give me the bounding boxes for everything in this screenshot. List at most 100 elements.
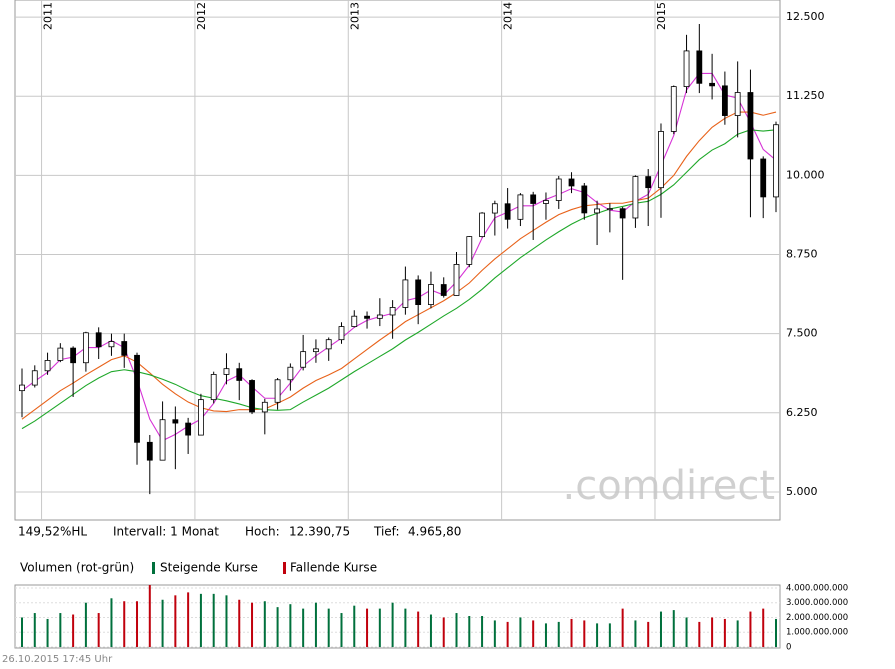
candle-body — [670, 86, 677, 132]
y-tick-label: 10.000 — [786, 168, 825, 181]
x-tick-label: 2013 — [348, 2, 361, 30]
candle-body — [709, 82, 716, 87]
candle-body — [325, 339, 332, 350]
candle-body — [594, 208, 600, 214]
candle-body — [287, 366, 294, 381]
candle-body — [249, 380, 255, 413]
candle-body — [261, 401, 268, 413]
candle-body — [721, 85, 728, 116]
volume-bar — [136, 601, 139, 647]
volume-bar — [557, 621, 560, 647]
candle-body — [134, 354, 140, 443]
candle-body — [172, 419, 179, 424]
volume-bar — [506, 621, 509, 647]
y-tick-label: 7.500 — [786, 327, 818, 340]
volume-bar — [391, 602, 394, 647]
volume-bar — [583, 620, 586, 647]
volume-bar — [672, 610, 675, 647]
candle-body — [19, 384, 25, 392]
y-tick-label: 4.000.000.000 — [786, 583, 848, 593]
candle-body — [223, 368, 230, 375]
volume-bar — [762, 608, 765, 647]
timestamp: 26.10.2015 17:45 Uhr — [2, 654, 113, 665]
legend-label: Steigende Kurse — [160, 561, 258, 575]
y-tick-label: 12.500 — [786, 10, 825, 23]
volume-bar — [251, 602, 254, 647]
volume-bar — [711, 617, 714, 647]
candle-body — [760, 158, 767, 198]
volume-bar — [84, 602, 87, 647]
candle-body — [453, 264, 460, 296]
y-tick-label: 3.000.000.000 — [786, 598, 848, 608]
interval-label: Intervall: 1 Monat — [113, 525, 219, 539]
candle-body — [517, 194, 524, 220]
candle-body — [466, 236, 473, 265]
y-tick-label: 1.000.000.000 — [786, 628, 848, 638]
volume-bar — [263, 601, 266, 647]
volume-bar — [199, 593, 202, 647]
candle-body — [568, 178, 575, 187]
volume-bar — [327, 608, 330, 647]
volume-bar — [647, 621, 650, 647]
candle-body — [185, 422, 192, 436]
candle-body — [632, 176, 639, 219]
volume-bar — [174, 595, 177, 647]
volume-bar — [736, 620, 739, 647]
candle-body — [389, 307, 396, 316]
candle-body — [696, 50, 703, 84]
low-value: 4.965,80 — [408, 525, 461, 539]
volume-bar — [21, 617, 23, 647]
candle-body — [543, 200, 549, 204]
y-tick-label: 5.000 — [786, 485, 818, 498]
range-label: 149,52%HL — [18, 525, 87, 539]
volume-bar — [72, 614, 75, 647]
volume-bar — [481, 616, 484, 647]
candle-body — [31, 370, 38, 386]
volume-bar — [775, 618, 777, 647]
candle-body — [504, 203, 511, 220]
volume-bar — [340, 613, 343, 647]
plot-frame — [14, 0, 781, 521]
candle-body — [364, 315, 370, 319]
volume-bar — [302, 608, 305, 647]
candle-body — [146, 441, 153, 461]
candle-body — [44, 360, 51, 372]
volume-bar — [634, 620, 637, 647]
candle-body — [440, 284, 447, 296]
candle-body — [734, 92, 741, 116]
volume-bar — [404, 608, 407, 647]
volume-bar — [455, 613, 458, 647]
watermark: .comdirect — [563, 463, 776, 509]
candle-body — [619, 208, 626, 219]
volume-bar — [468, 616, 471, 647]
volume-bar — [366, 608, 369, 647]
volume-bar — [289, 604, 292, 647]
high-value: 12.390,75 — [289, 525, 350, 539]
candle-body — [773, 124, 779, 198]
volume-bar — [123, 601, 126, 647]
legend-swatch — [152, 562, 155, 574]
x-tick-label: 2011 — [42, 2, 55, 30]
volume-bar — [238, 599, 241, 647]
volume-bar — [212, 593, 215, 647]
candle-body — [606, 208, 613, 211]
candle-body — [82, 332, 89, 364]
volume-bar — [493, 620, 496, 647]
x-tick-label: 2015 — [655, 2, 668, 30]
y-tick-label: 8.750 — [786, 248, 818, 261]
candle-body — [530, 194, 537, 204]
candle-body — [300, 351, 307, 368]
volume-bar — [378, 608, 381, 647]
volume-bar — [276, 607, 279, 647]
candle-body — [747, 92, 754, 160]
volume-bar — [429, 614, 432, 647]
candle-body — [274, 379, 281, 403]
candle-body — [70, 347, 77, 364]
candle-body — [198, 399, 204, 436]
candle-body — [95, 332, 102, 348]
candle-body — [415, 279, 422, 306]
candle-body — [555, 178, 562, 201]
y-tick-label: 11.250 — [786, 89, 825, 102]
x-tick-label: 2014 — [502, 2, 515, 30]
